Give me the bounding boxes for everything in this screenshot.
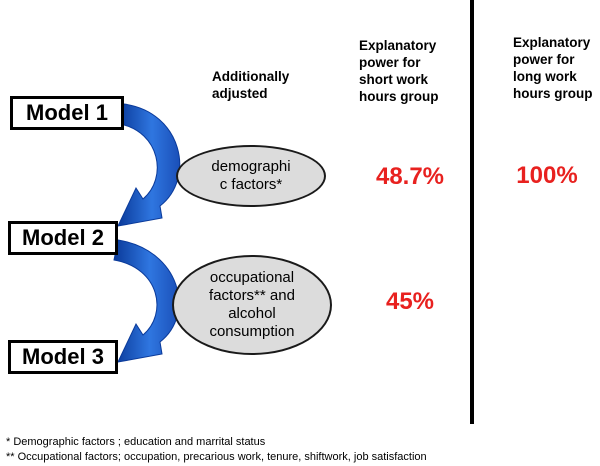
model-3-box: Model 3 (8, 340, 118, 374)
short-hours-model2-percent: 48.7% (375, 163, 445, 190)
curved-arrow-model2-to-model3 (113, 239, 180, 363)
occupational-factors-ellipse: occupational factors** and alcohol consu… (172, 255, 332, 355)
footnote-occupational: ** Occupational factors; occupation, pre… (6, 451, 427, 463)
demographic-factors-label: demographi c factors* (211, 158, 291, 193)
long-work-hours-header: Explanatory power for long work hours gr… (513, 35, 593, 101)
additionally-adjusted-header: Additionally adjusted (212, 69, 290, 101)
footnote-demographic: * Demographic factors ; education and ma… (6, 436, 266, 448)
model-1-box: Model 1 (10, 96, 124, 130)
occupational-factors-label: occupational factors** and alcohol consu… (209, 269, 295, 340)
short-work-hours-header: Explanatory power for short work hours g… (359, 38, 439, 104)
short-hours-model3-percent: 45% (385, 288, 435, 315)
model-2-box: Model 2 (8, 221, 118, 255)
curved-arrow-model1-to-model2 (117, 103, 181, 227)
demographic-factors-ellipse: demographi c factors* (176, 145, 326, 207)
long-hours-model2-percent: 100% (516, 162, 578, 189)
